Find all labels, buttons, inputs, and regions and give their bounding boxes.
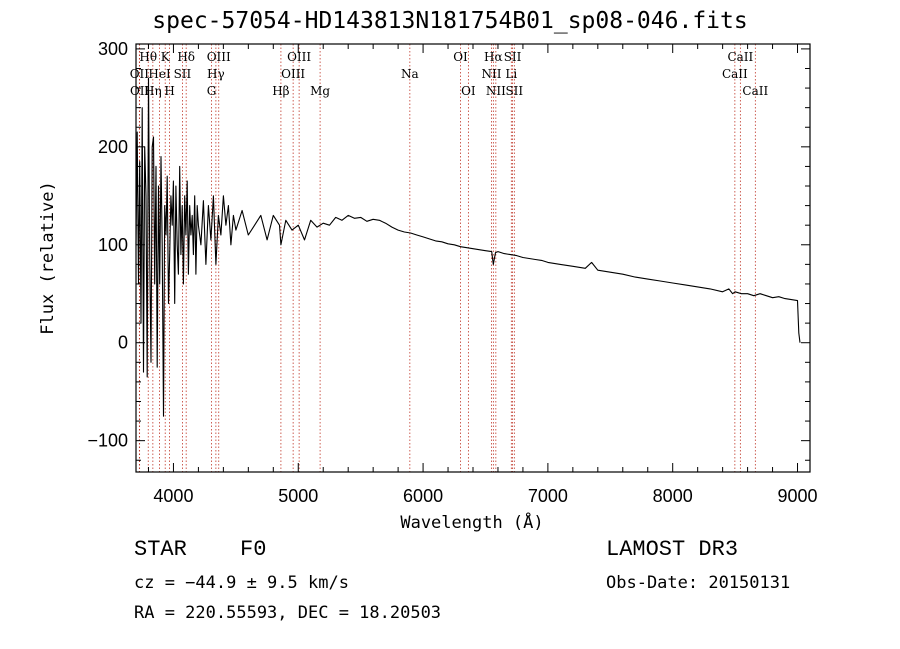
line-label: Hβ: [272, 84, 289, 98]
y-tick-label: 100: [98, 235, 128, 255]
y-tick-label: 300: [98, 39, 128, 59]
x-axis-label: Wavelength (Å): [400, 511, 543, 533]
spectrum-curve: [135, 77, 801, 417]
line-label: OIII: [207, 50, 231, 64]
chart-title: spec-57054-HD143813N181754B01_sp08-046.f…: [152, 8, 748, 34]
object-class: STAR: [134, 537, 187, 562]
line-label: OII: [130, 84, 150, 98]
axis-ticks: [136, 44, 810, 472]
line-label: SII: [505, 84, 523, 98]
line-label: SII: [504, 50, 522, 64]
line-label: OI: [453, 50, 468, 64]
line-label: OIII: [281, 67, 305, 81]
line-label: OII: [130, 67, 150, 81]
y-tick-label: 200: [98, 137, 128, 157]
line-label: SII: [174, 67, 192, 81]
line-label: CaII: [722, 67, 748, 81]
line-label: OIII: [287, 50, 311, 64]
line-label: HeI: [148, 67, 171, 81]
plot-frame: [135, 43, 811, 473]
line-label: H: [164, 84, 174, 98]
observation-date: Obs-Date: 20150131: [606, 573, 791, 593]
object-subclass: F0: [240, 537, 267, 562]
line-label: CaII: [727, 50, 753, 64]
y-tick-label: −100: [87, 431, 128, 451]
x-tick-label: 8000: [653, 486, 693, 506]
line-label: CaII: [742, 84, 768, 98]
line-label: Hδ: [177, 50, 195, 64]
line-label: Hγ: [207, 67, 225, 81]
x-tick-label: 4000: [153, 486, 193, 506]
line-label: NII: [481, 67, 501, 81]
x-tick-label: 5000: [278, 486, 318, 506]
line-label: K: [161, 50, 171, 64]
line-label: Hη: [144, 84, 162, 98]
redshift-velocity: cz = −44.9 ± 9.5 km/s: [134, 573, 349, 593]
line-label: Mg: [310, 84, 330, 98]
line-label: NII: [486, 84, 506, 98]
line-label: Li: [505, 67, 517, 81]
ra-dec-coordinates: RA = 220.55593, DEC = 18.20503: [134, 603, 442, 623]
x-tick-label: 6000: [403, 486, 443, 506]
survey-name: LAMOST DR3: [606, 537, 739, 562]
x-tick-labels: 4000 5000 6000 7000 8000 9000: [153, 486, 817, 506]
line-markers: [138, 44, 756, 472]
line-label: OI: [461, 84, 476, 98]
y-tick-label: 0: [118, 333, 128, 353]
x-tick-label: 9000: [777, 486, 817, 506]
x-tick-label: 7000: [528, 486, 568, 506]
line-label: Hθ: [139, 50, 157, 64]
line-label: G: [207, 84, 217, 98]
line-label: Na: [401, 67, 419, 81]
y-tick-labels: −100 0 100 200 300: [87, 39, 128, 451]
y-axis-label: Flux (relative): [38, 181, 58, 335]
line-label: Hα: [484, 50, 503, 64]
